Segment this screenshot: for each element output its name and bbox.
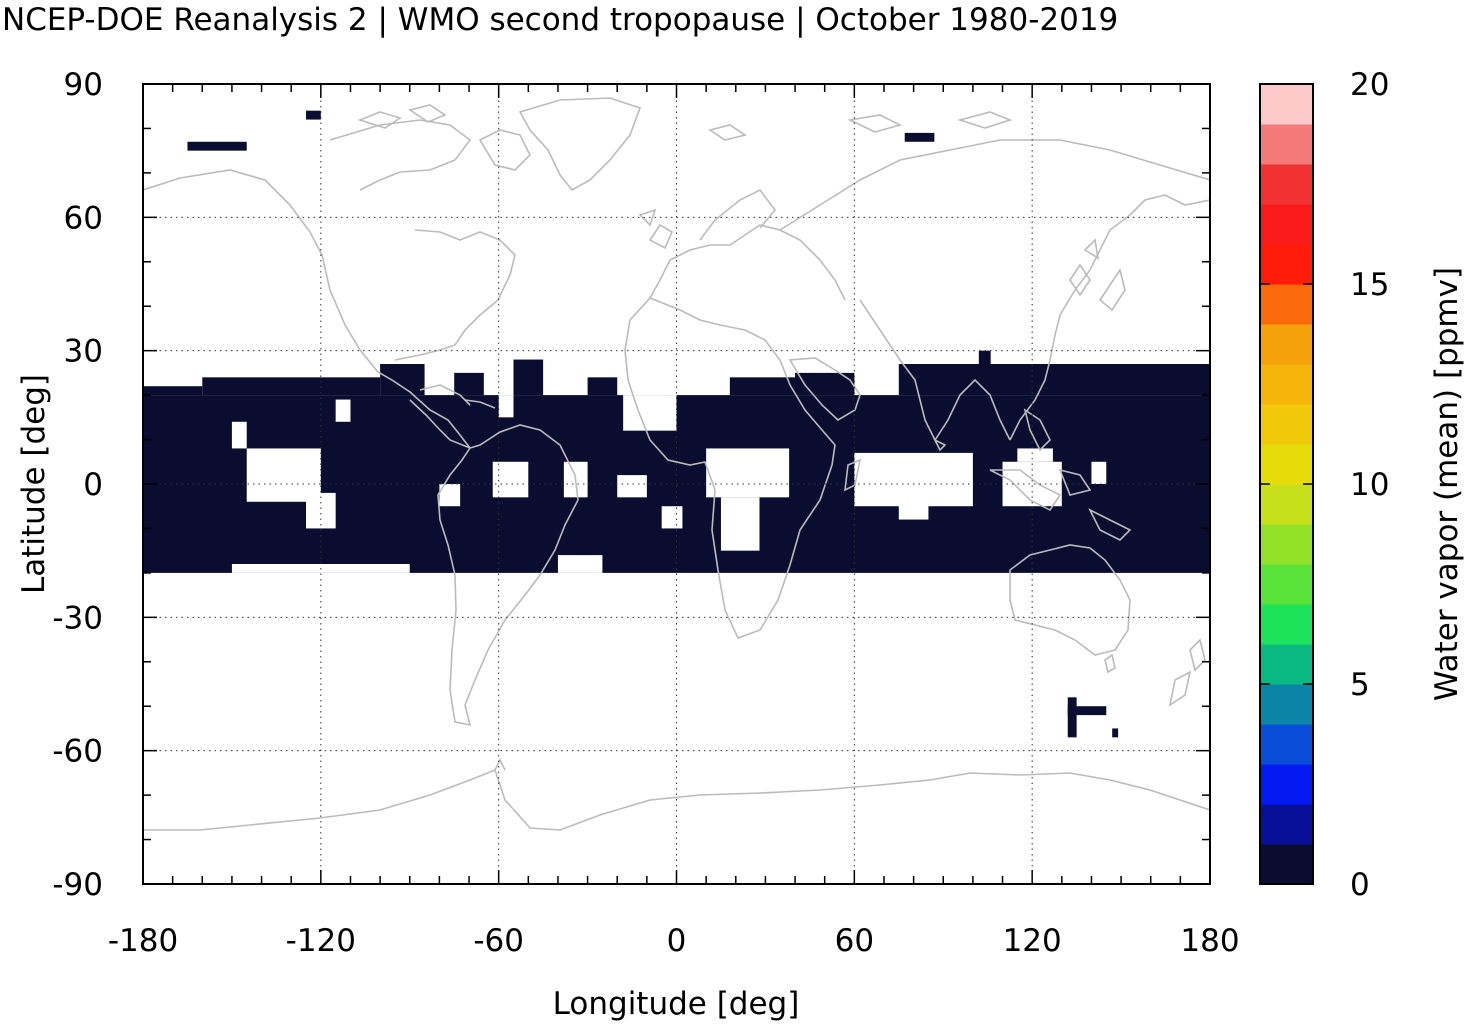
y-tick-labels: 90 60 30 0 -30 -60 -90 [52,67,103,903]
colorbar-swatch [1260,284,1313,325]
y-tick-label: -60 [52,734,103,770]
data-region-15 [1067,706,1107,716]
gap-region-18 [498,395,514,418]
data-region-16 [1112,728,1119,738]
y-tick-label: 30 [64,334,103,370]
x-tick-label: 0 [667,923,687,959]
y-tick-label: 90 [64,67,103,103]
axis-ticks [142,83,1211,885]
colorbar-ticks [1260,83,1313,885]
gap-region-20 [557,555,603,573]
gap-region-16 [623,395,677,431]
colorbar-swatch [1260,364,1313,405]
colorbar-swatch [1260,564,1313,605]
colorbar-swatch [1260,444,1313,485]
x-tick-labels: -180 -120 -60 0 60 120 180 [108,923,1240,959]
y-tick-label: -30 [52,600,103,636]
colorbar-swatch [1260,484,1313,525]
data-region-6 [587,377,618,396]
colorbar-swatch [1260,644,1313,685]
colorbar-tick-label: 0 [1350,867,1370,903]
colorbar-swatch [1260,84,1313,125]
colorbar-tick-label: 20 [1350,67,1389,103]
x-tick-label: 180 [1180,923,1239,959]
gap-region-5 [492,461,529,498]
gap-region-2 [306,492,336,529]
data-region-4 [454,372,484,396]
y-tick-label: -90 [52,867,103,903]
data-region-13 [904,132,935,142]
gap-region-14 [1017,448,1053,462]
data-region-3 [380,364,425,396]
gap-region-9 [706,448,790,498]
data-region-14 [1067,697,1077,738]
data-region-9 [898,364,1210,396]
colorbar-tick-label: 10 [1350,467,1389,503]
colorbar-label: Water vapor (mean) [ppmv] [1429,267,1465,701]
colorbar-tick-labels: 0 5 10 15 20 [1350,67,1389,903]
data-region-10 [978,350,991,364]
gap-region-8 [661,506,683,529]
data-region-12 [306,110,321,120]
gap-region-17 [632,386,662,396]
map-title: NCEP-DOE Reanalysis 2 | WMO second tropo… [2,2,1119,38]
gap-region-10 [720,497,760,551]
grid-lines [143,84,1210,884]
colorbar-swatch [1260,204,1313,245]
gap-region-7 [617,475,647,498]
coastlines [143,97,1210,831]
colorbar-swatch [1260,844,1313,885]
y-tick-label: 0 [83,467,103,503]
gap-region-12 [898,501,929,520]
colorbar [1260,84,1313,885]
x-tick-label: -180 [108,923,178,959]
x-tick-label: -60 [473,923,524,959]
colorbar-swatch [1260,724,1313,765]
colorbar-swatch [1260,764,1313,805]
y-axis-label: Latitude [deg] [16,374,52,594]
colorbar-tick-label: 15 [1350,267,1389,303]
data-region-5 [513,359,544,396]
colorbar-swatch [1260,324,1313,365]
gap-region-13 [1002,461,1062,507]
y-tick-label: 60 [64,200,103,236]
colorbar-swatch [1260,604,1313,645]
colorbar-swatch [1260,244,1313,285]
colorbar-swatch [1260,684,1313,725]
gap-region-3 [335,399,351,422]
colorbar-swatch [1260,804,1313,845]
colorbar-swatch [1260,124,1313,165]
data-region-1 [143,386,203,396]
colorbar-swatch [1260,164,1313,205]
gap-region-15 [1091,461,1107,484]
colorbar-swatch [1260,404,1313,445]
gap-region-4 [439,484,461,507]
x-tick-label: -120 [286,923,356,959]
colorbar-tick-label: 5 [1350,667,1370,703]
data-region-2 [202,377,381,396]
x-tick-label: 120 [1003,923,1062,959]
x-axis-label: Longitude [deg] [553,986,800,1022]
gap-region-0 [231,421,247,449]
x-tick-label: 60 [835,923,874,959]
gap-region-11 [854,452,973,507]
colorbar-swatch [1260,524,1313,565]
data-region-11 [187,141,247,151]
